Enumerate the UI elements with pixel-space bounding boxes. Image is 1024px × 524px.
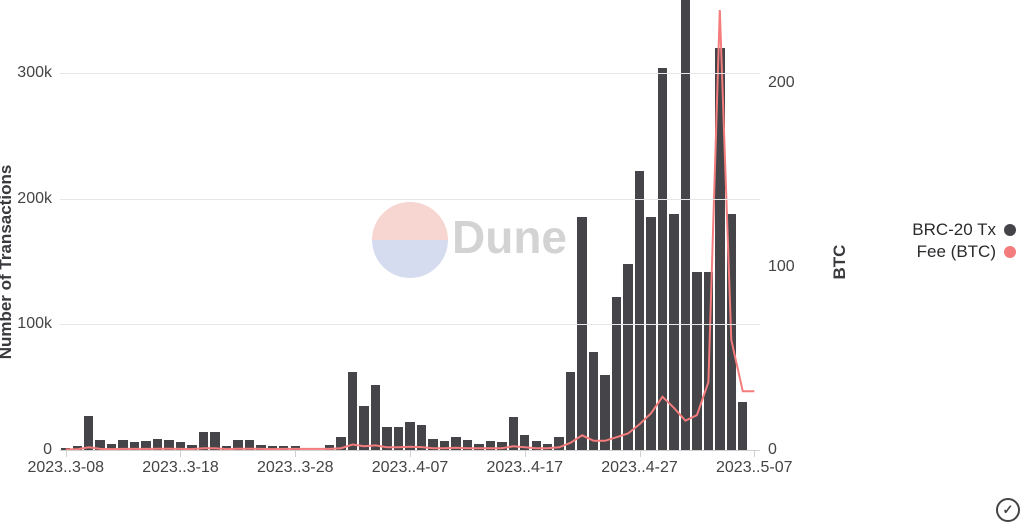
x-tick-label: 2023..4-27 <box>601 459 678 477</box>
x-tick-mark <box>640 451 641 457</box>
y-axis-left-label: Number of Transactions <box>0 165 16 360</box>
gridline <box>60 324 760 325</box>
x-tick-mark <box>66 451 67 457</box>
chart-container: Number of Transactions BTC Dune 0100k200… <box>0 0 1024 524</box>
y-right-tick: 200 <box>768 74 795 92</box>
y-right-tick: 100 <box>768 258 795 276</box>
legend-item-brc20: BRC-20 Tx <box>912 220 1016 240</box>
x-tick-label: 2023..3-28 <box>257 459 334 477</box>
y-left-tick: 300k <box>17 64 52 82</box>
y-left-tick: 0 <box>43 441 52 459</box>
legend-swatch-line <box>1004 246 1016 258</box>
x-tick-mark <box>295 451 296 457</box>
gridline <box>60 73 760 74</box>
x-tick-label: 2023..3-18 <box>142 459 219 477</box>
x-tick-mark <box>754 451 755 457</box>
gridline <box>60 199 760 200</box>
x-tick-label: 2023..4-17 <box>486 459 563 477</box>
x-tick-mark <box>180 451 181 457</box>
y-right-tick: 0 <box>768 441 777 459</box>
fee-line <box>66 10 755 449</box>
x-axis: 2023..3-082023..3-182023..3-282023..4-07… <box>60 450 760 451</box>
y-axis-right-label: BTC <box>830 245 850 280</box>
x-tick-label: 2023..3-08 <box>27 459 104 477</box>
legend-item-fee: Fee (BTC) <box>912 242 1016 262</box>
x-tick-label: 2023..4-07 <box>372 459 449 477</box>
y-left-tick: 200k <box>17 190 52 208</box>
checkmark-icon: ✓ <box>996 498 1020 522</box>
legend-label: Fee (BTC) <box>917 242 996 262</box>
legend: BRC-20 Tx Fee (BTC) <box>912 218 1016 264</box>
x-tick-label: 2023..5-07 <box>716 459 793 477</box>
x-tick-mark <box>525 451 526 457</box>
line-layer <box>60 10 760 450</box>
y-left-tick: 100k <box>17 315 52 333</box>
legend-label: BRC-20 Tx <box>912 220 996 240</box>
x-tick-mark <box>410 451 411 457</box>
legend-swatch-bar <box>1004 224 1016 236</box>
plot-area: 0100k200k300k0100200 <box>60 10 760 450</box>
